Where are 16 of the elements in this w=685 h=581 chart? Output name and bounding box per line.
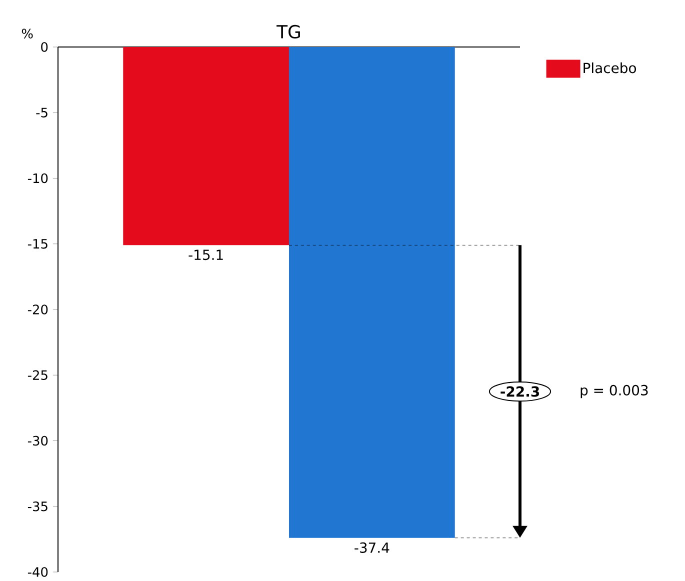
data-label: -37.4 [354, 542, 390, 553]
annotation: -22.3 [500, 386, 539, 397]
chart-title: TG [276, 24, 300, 38]
data-label: -15.1 [188, 250, 223, 260]
y-tick-label: -15 [28, 239, 48, 249]
y-tick-label: -5 [36, 108, 48, 118]
legend-label: Placebo [584, 62, 636, 74]
y-axis-title: % [22, 28, 33, 38]
y-tick-label: -25 [28, 370, 48, 380]
y-tick-label: -30 [28, 436, 48, 446]
y-tick-label: -20 [28, 304, 48, 314]
y-tick-label: -35 [28, 501, 48, 512]
text: p = 0.003 [580, 384, 648, 398]
y-tick-label: 0 [41, 42, 48, 52]
y-tick-label: -10 [28, 173, 48, 184]
y-tick-label: -40 [28, 567, 48, 577]
